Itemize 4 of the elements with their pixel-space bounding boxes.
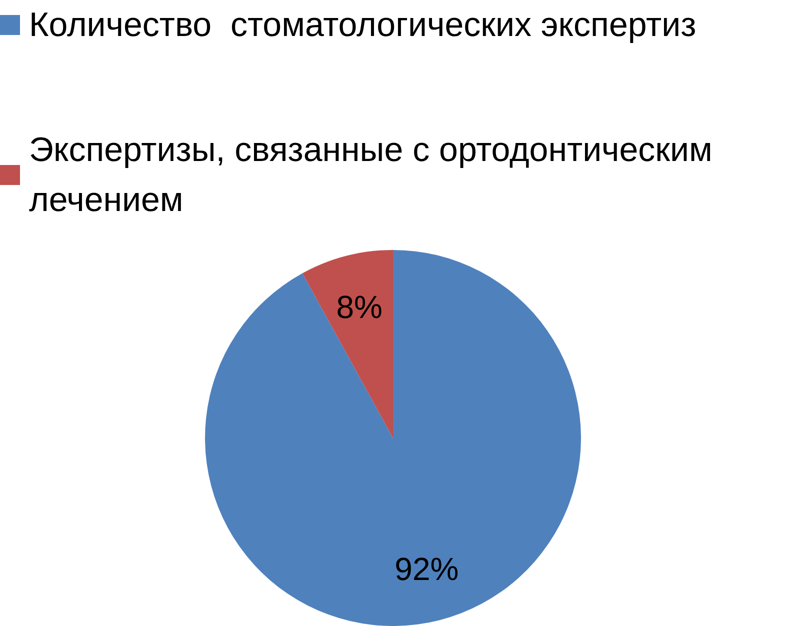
data-label: 92% xyxy=(394,551,459,588)
data-label: 8% xyxy=(336,288,382,325)
legend-label: Количество стоматологических экспертиз xyxy=(29,6,696,44)
legend-label: Экспертизы, связанные с ортодонтическим лечением xyxy=(29,131,712,219)
